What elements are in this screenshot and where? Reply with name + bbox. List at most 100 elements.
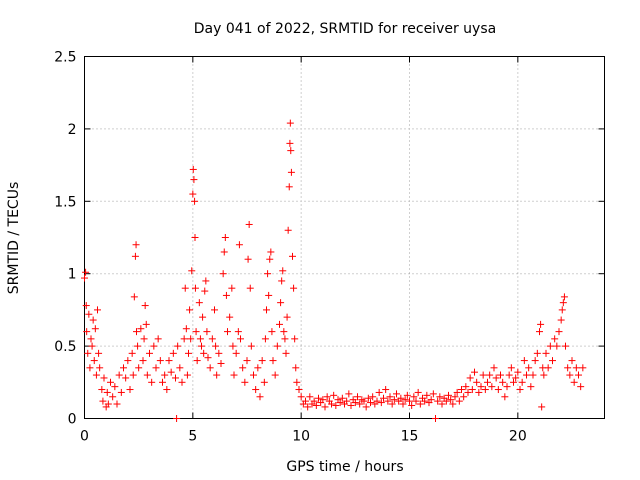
data-point [427,396,435,404]
data-point [230,371,238,379]
data-point [397,394,405,402]
data-point [174,342,182,350]
data-point [191,197,199,205]
data-point [146,349,153,357]
data-point [295,386,303,394]
data-point [86,364,94,372]
data-point [131,252,139,260]
data-point [302,397,309,405]
data-point [347,401,355,409]
data-point [159,378,166,386]
data-point [120,364,127,372]
data-point [196,335,204,343]
data-point [520,357,528,365]
data-point [180,335,188,343]
data-point [312,401,320,409]
data-point [490,364,498,372]
data-point [280,328,288,336]
x-tick-label: 5 [188,429,197,445]
data-point [172,374,179,382]
data-point [285,183,293,191]
data-point [201,287,209,295]
data-point [343,397,351,405]
data-point [126,386,134,394]
data-point [486,371,494,379]
data-point [82,268,90,276]
data-point [122,374,130,382]
data-point [540,371,548,379]
data-point [90,357,98,365]
data-point [124,357,132,365]
data-point [458,386,465,394]
data-point [494,386,502,394]
data-point [481,386,489,394]
data-point [256,393,264,401]
y-tick-label: 1.5 [54,194,76,210]
data-point [224,328,231,336]
data-point [267,248,275,256]
data-point [529,371,537,379]
data-point [161,371,169,379]
data-point [140,335,148,343]
data-point [189,190,197,198]
data-point [351,399,359,407]
data-point [143,371,151,379]
data-point [369,393,377,401]
data-point [306,393,314,401]
data-point [103,388,111,396]
data-point [83,328,91,336]
data-point [165,357,173,365]
data-point [261,335,269,343]
data-point [277,299,285,307]
data-point [263,306,270,314]
data-point [139,357,147,365]
data-point [282,349,290,357]
data-point [104,400,112,408]
data-point [269,357,277,365]
data-point [290,284,298,292]
data-point [88,342,96,350]
data-point [211,306,218,314]
data-point [237,335,244,343]
data-point [260,378,268,386]
data-point [544,364,552,372]
data-point [377,399,385,407]
data-point [570,378,578,386]
data-point [208,335,216,343]
data-point [499,378,507,386]
data-point [560,293,568,301]
data-point [82,302,90,310]
data-point [89,316,97,324]
data-point [464,388,472,396]
data-point [291,335,299,343]
data-point [115,371,123,379]
data-point [284,226,292,234]
data-point [356,400,364,408]
data-point [286,139,294,147]
data-point [246,284,254,292]
data-point [279,267,287,275]
data-point [321,403,329,411]
data-point [156,357,164,365]
data-point [95,349,103,357]
data-point [525,364,533,372]
data-point [258,357,266,365]
data-point [434,397,442,405]
data-point [518,378,526,386]
data-point [423,391,431,399]
data-point [546,342,554,350]
plot-frame [84,56,605,419]
data-point [503,383,511,391]
data-point [219,270,227,278]
data-point [134,342,142,350]
data-point [252,386,260,394]
data-point [130,293,138,301]
data-point [332,401,340,409]
data-point [245,220,253,228]
data-point [234,328,242,336]
data-point [542,349,550,357]
data-point [235,241,243,249]
data-point [492,374,500,382]
data-point [510,378,517,386]
